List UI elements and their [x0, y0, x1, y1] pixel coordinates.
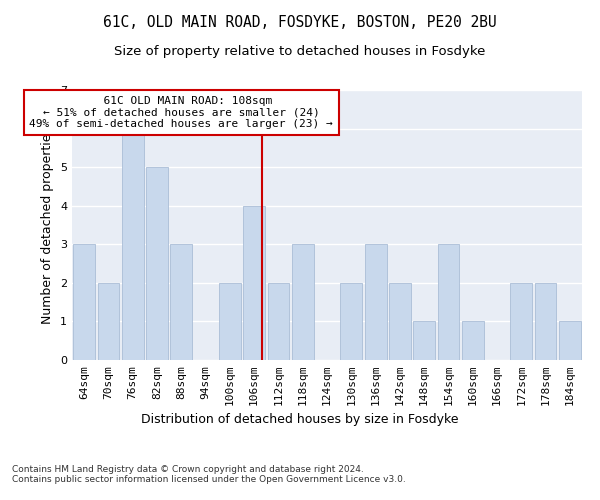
Bar	[243, 206, 265, 360]
Bar	[340, 283, 362, 360]
Bar	[365, 244, 386, 360]
Text: Contains HM Land Registry data © Crown copyright and database right 2024.
Contai: Contains HM Land Registry data © Crown c…	[12, 465, 406, 484]
Bar	[462, 322, 484, 360]
Bar	[413, 322, 435, 360]
Y-axis label: Number of detached properties: Number of detached properties	[41, 126, 55, 324]
Bar	[535, 283, 556, 360]
Text: 61C OLD MAIN ROAD: 108sqm
← 51% of detached houses are smaller (24)
49% of semi-: 61C OLD MAIN ROAD: 108sqm ← 51% of detac…	[29, 96, 333, 129]
Bar	[73, 244, 95, 360]
Bar	[170, 244, 192, 360]
Bar	[437, 244, 460, 360]
Bar	[292, 244, 314, 360]
Bar	[219, 283, 241, 360]
Bar	[389, 283, 411, 360]
Bar	[268, 283, 289, 360]
Text: Size of property relative to detached houses in Fosdyke: Size of property relative to detached ho…	[115, 45, 485, 58]
Bar	[97, 283, 119, 360]
Bar	[146, 167, 168, 360]
Bar	[511, 283, 532, 360]
Bar	[559, 322, 581, 360]
Bar	[122, 128, 143, 360]
Text: Distribution of detached houses by size in Fosdyke: Distribution of detached houses by size …	[141, 412, 459, 426]
Text: 61C, OLD MAIN ROAD, FOSDYKE, BOSTON, PE20 2BU: 61C, OLD MAIN ROAD, FOSDYKE, BOSTON, PE2…	[103, 15, 497, 30]
